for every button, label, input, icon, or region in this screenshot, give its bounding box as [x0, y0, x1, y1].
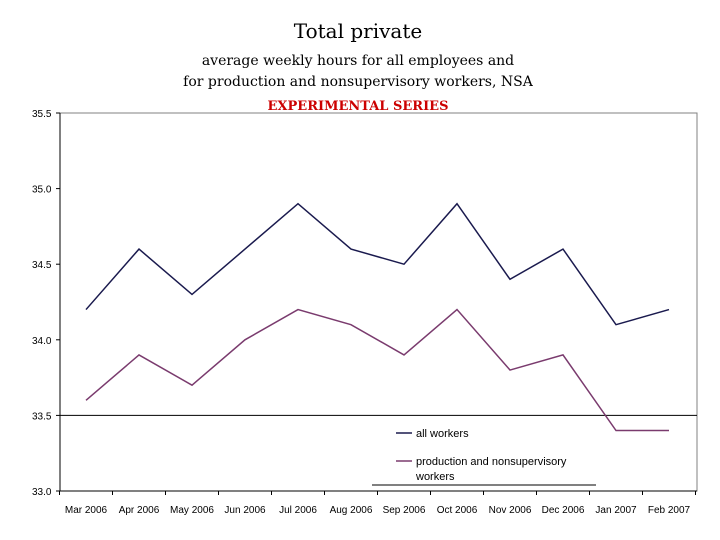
x-tick-label: Mar 2006 — [65, 505, 108, 516]
y-axis-ticks: 33.0 33.5 34.0 34.5 35.0 35.5 — [32, 109, 60, 498]
x-tick-label: Aug 2006 — [330, 505, 373, 516]
legend: all workers production and nonsupervisor… — [372, 428, 596, 486]
x-tick-label: Feb 2007 — [648, 505, 691, 516]
chart-subtitle-line-1: average weekly hours for all employees a… — [202, 53, 514, 69]
legend-label-production-line-2: workers — [415, 471, 455, 483]
y-tick-label: 34.0 — [32, 336, 52, 347]
series-line-all-workers — [85, 202, 670, 326]
x-tick-label: Nov 2006 — [489, 505, 532, 516]
chart-subtitle-line-2: for production and nonsupervisory worker… — [183, 74, 534, 90]
y-tick-label: 33.5 — [32, 411, 52, 422]
series-group — [85, 202, 670, 432]
x-tick-label: Dec 2006 — [542, 505, 585, 516]
legend-label-production-line-1: production and nonsupervisory — [416, 456, 567, 468]
x-tick-label: Oct 2006 — [437, 505, 478, 516]
x-tick-label: Jan 2007 — [595, 505, 637, 516]
x-tick-label: Jul 2006 — [279, 505, 317, 516]
legend-label-all-workers: all workers — [416, 428, 469, 440]
x-tick-label: Jun 2006 — [224, 505, 266, 516]
y-tick-label: 35.0 — [32, 185, 52, 196]
experimental-series-label: EXPERIMENTAL SERIES — [268, 99, 449, 114]
x-tick-label: May 2006 — [170, 505, 214, 516]
chart-title: Total private — [294, 19, 422, 43]
y-tick-label: 33.0 — [32, 487, 52, 498]
x-tick-label: Sep 2006 — [383, 505, 426, 516]
x-tick-label: Apr 2006 — [119, 505, 160, 516]
y-tick-label: 35.5 — [32, 109, 52, 120]
y-tick-label: 34.5 — [32, 260, 52, 271]
plot-frame — [59, 112, 698, 492]
x-axis-ticks: Mar 2006 Apr 2006 May 2006 Jun 2006 Jul 2006… — [59, 491, 696, 516]
series-line-production-workers — [85, 308, 669, 432]
